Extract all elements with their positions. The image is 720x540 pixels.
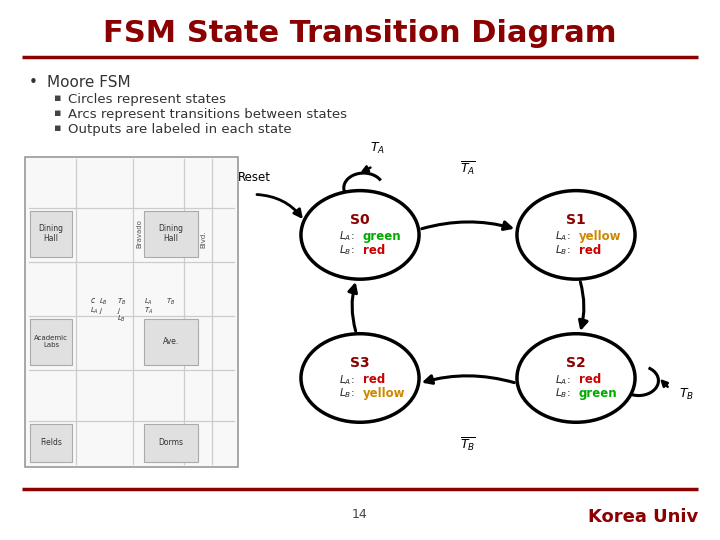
Text: •: • <box>29 75 37 90</box>
Text: ▪: ▪ <box>54 123 61 133</box>
Bar <box>25 157 238 467</box>
FancyArrowPatch shape <box>349 285 356 331</box>
Text: Dining
Hall: Dining Hall <box>158 224 184 243</box>
Bar <box>144 211 198 256</box>
Text: Circles represent states: Circles represent states <box>68 93 226 106</box>
Text: $T_B$: $T_B$ <box>166 296 175 307</box>
Text: $L_B$:: $L_B$: <box>339 386 354 400</box>
Text: $L_B$:: $L_B$: <box>555 386 570 400</box>
Text: S1: S1 <box>566 213 586 227</box>
Circle shape <box>517 191 635 279</box>
Text: yellow: yellow <box>579 230 621 243</box>
Text: $\overline{T_B}$: $\overline{T_B}$ <box>460 436 476 454</box>
Text: S3: S3 <box>350 356 370 370</box>
Text: ▪: ▪ <box>54 108 61 118</box>
Text: Outputs are labeled in each state: Outputs are labeled in each state <box>68 123 292 136</box>
Circle shape <box>517 334 635 422</box>
Circle shape <box>301 191 419 279</box>
Text: Korea Univ: Korea Univ <box>588 508 698 525</box>
Text: yellow: yellow <box>363 387 405 400</box>
Text: $L_B$:: $L_B$: <box>339 243 354 257</box>
Bar <box>30 424 72 462</box>
Text: Academic
Labs: Academic Labs <box>34 335 68 348</box>
Text: Bravado: Bravado <box>136 220 142 248</box>
Text: $j$: $j$ <box>117 306 122 316</box>
Text: green: green <box>579 387 618 400</box>
Text: red: red <box>579 373 601 386</box>
Text: $T_A$: $T_A$ <box>144 306 153 316</box>
Text: Dorms: Dorms <box>158 438 184 447</box>
Text: Reset: Reset <box>238 171 271 184</box>
Text: $T_B$: $T_B$ <box>680 387 694 402</box>
Text: $L_B$: $L_B$ <box>117 314 126 325</box>
FancyArrowPatch shape <box>425 376 514 383</box>
Text: red: red <box>363 244 385 256</box>
Text: S2: S2 <box>566 356 586 370</box>
Text: Ave.: Ave. <box>163 337 179 346</box>
Text: red: red <box>579 244 601 256</box>
Text: $L_B$: $L_B$ <box>99 296 108 307</box>
Text: 14: 14 <box>352 508 368 521</box>
Text: FSM State Transition Diagram: FSM State Transition Diagram <box>103 19 617 48</box>
Text: $c$: $c$ <box>90 296 96 306</box>
Text: $L_A$: $L_A$ <box>144 296 153 307</box>
Text: Fields: Fields <box>40 438 62 447</box>
Text: $j$: $j$ <box>99 306 104 316</box>
Text: Blvd.: Blvd. <box>201 231 207 248</box>
Bar <box>30 319 72 364</box>
Text: green: green <box>363 230 402 243</box>
Bar <box>30 211 72 256</box>
Text: $T_A$: $T_A$ <box>371 140 385 156</box>
Text: $L_A$:: $L_A$: <box>339 230 354 244</box>
Text: $L_A$:: $L_A$: <box>339 373 354 387</box>
Bar <box>144 424 198 462</box>
Text: $L_B$:: $L_B$: <box>555 243 570 257</box>
Text: Dining
Hall: Dining Hall <box>39 224 63 243</box>
Circle shape <box>301 334 419 422</box>
Text: ▪: ▪ <box>54 93 61 103</box>
Bar <box>144 319 198 364</box>
Text: $L_A$:: $L_A$: <box>555 373 570 387</box>
Text: Moore FSM: Moore FSM <box>47 75 130 90</box>
Text: $L_A$: $L_A$ <box>90 306 99 316</box>
Text: $L_A$:: $L_A$: <box>555 230 570 244</box>
Text: red: red <box>363 373 385 386</box>
Text: Arcs represent transitions between states: Arcs represent transitions between state… <box>68 108 347 121</box>
FancyArrowPatch shape <box>580 282 587 328</box>
Text: $\overline{T_A}$: $\overline{T_A}$ <box>460 159 476 177</box>
Text: $T_B$: $T_B$ <box>117 296 127 307</box>
FancyArrowPatch shape <box>422 222 511 230</box>
Text: S0: S0 <box>350 213 370 227</box>
